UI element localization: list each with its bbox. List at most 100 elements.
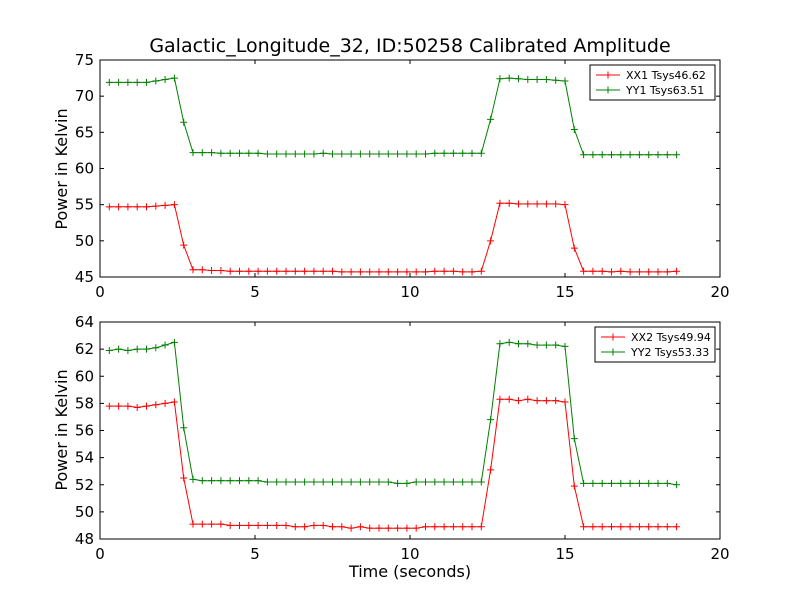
bottom-axes-frame [99,321,721,540]
bottom-legend [594,326,716,363]
top-series-2-marker [635,151,643,159]
top-series-2-marker [505,74,513,82]
bottom-legend-marker [609,333,617,341]
top-series-1-marker [384,268,392,276]
bottom-series-1-marker [226,521,234,529]
top-x-tick-label: 15 [555,283,574,301]
bottom-series-2-marker [505,338,513,346]
chart-title: Galactic_Longitude_32, ID:50258 Calibrat… [149,35,670,57]
top-series-1-marker [608,268,615,276]
bottom-x-tick-label: 5 [250,545,260,563]
top-legend-marker [604,86,612,94]
bottom-series-2-marker [263,478,271,486]
top-series-1-marker [282,267,290,275]
bottom-series-2-marker [431,478,439,486]
bottom-y-tick-label: 64 [75,313,94,331]
bottom-series-2-marker [115,345,123,353]
bottom-series-1-marker [449,523,457,531]
top-series-1-marker [580,267,588,275]
top-series-2-marker [236,149,243,157]
top-series-1-marker [673,267,681,275]
top-series-2-marker [245,149,253,157]
bottom-series-2-marker [133,345,141,353]
top-series-2-marker [403,150,411,158]
bottom-series-2-marker [170,338,178,346]
top-series-2-marker [226,149,234,157]
top-series-2-marker [422,150,429,158]
bottom-x-tick-label: 10 [400,545,419,563]
top-series-2-marker [459,149,467,157]
bottom-series-1-marker [217,520,225,528]
bottom-series-2-marker [552,341,560,349]
top-series-1-marker [124,203,132,211]
bottom-series-2-marker [487,416,495,424]
bottom-series-1-marker [422,523,429,531]
bottom-legend-marker [609,348,617,356]
bottom-series-2-marker [645,479,653,487]
top-series-2-marker [570,125,578,133]
top-panel: 0 5 10 15 20 45 50 55 60 65 70 75 XX1 Tsys46.62 YY1 T… [75,51,730,301]
top-series-1-marker [635,268,643,276]
bottom-series-2-marker [589,479,597,487]
bottom-series-1-marker [189,520,197,528]
top-series-1-marker [440,267,448,275]
bottom-series-1-marker [254,521,262,529]
bottom-series-2-marker [152,344,160,352]
top-series-2-marker [580,151,588,159]
bottom-series-1-marker [617,523,625,531]
bottom-series-1-marker [366,524,374,532]
top-series-1-marker [143,203,150,211]
bottom-series-2-marker [384,478,392,486]
bottom-series-2-marker [356,478,364,486]
top-series-1-marker [542,200,550,208]
top-series-2-marker [152,77,160,85]
bottom-series-1-marker [384,524,392,532]
top-series-2-marker [143,78,150,86]
top-series-1-marker [236,267,243,275]
top-series-2-marker [189,149,197,157]
top-series-2-marker [617,151,625,159]
bottom-x-tick-label: 15 [555,545,574,563]
top-series-2-marker [319,149,327,157]
bottom-series-1-marker [356,523,364,531]
top-series-1-marker [356,268,364,276]
bottom-series-1-marker [440,523,448,531]
top-x-tick-label: 20 [710,283,729,301]
bottom-series-1-marker [487,466,495,474]
top-series-2-marker [291,150,299,158]
bottom-series-1-marker [561,398,569,406]
bottom-y-axis-label: Power in Kelvin [52,369,71,490]
top-series-2-marker [673,151,681,159]
bottom-y-tick-label: 52 [75,476,94,494]
bottom-series-1-marker [105,402,113,410]
top-series-1-marker [170,201,178,209]
bottom-series-2-marker [375,478,383,486]
bottom-series-1-marker [673,523,681,531]
top-series-2-marker [133,78,141,86]
bottom-series-1-marker [505,395,513,403]
top-legend-marker [604,71,612,79]
top-series-1-marker [180,241,188,249]
bottom-series-1-marker [245,521,253,529]
bottom-series-2-marker [329,478,336,486]
top-series-2-marker [561,77,569,85]
bottom-x-tick-label: 0 [95,545,105,563]
top-series-1-marker [347,268,355,276]
top-series-1-marker [319,267,327,275]
top-series-2-marker [598,151,606,159]
bottom-series-1-marker [533,397,541,405]
top-series-2-marker [356,150,364,158]
top-series-1-marker [161,201,169,209]
bottom-series-1-marker [431,523,439,531]
bottom-series-2-marker [422,478,429,486]
bottom-y-tick-label: 60 [75,367,94,385]
top-series-2-marker [282,150,290,158]
bottom-series-1-marker [198,520,206,528]
bottom-series-2-marker [598,479,606,487]
top-axes-frame [99,59,721,278]
top-series-1-marker [189,266,197,274]
top-series-1-marker [589,267,597,275]
bottom-series-1-marker [542,397,550,405]
bottom-series-1-marker [394,524,402,532]
